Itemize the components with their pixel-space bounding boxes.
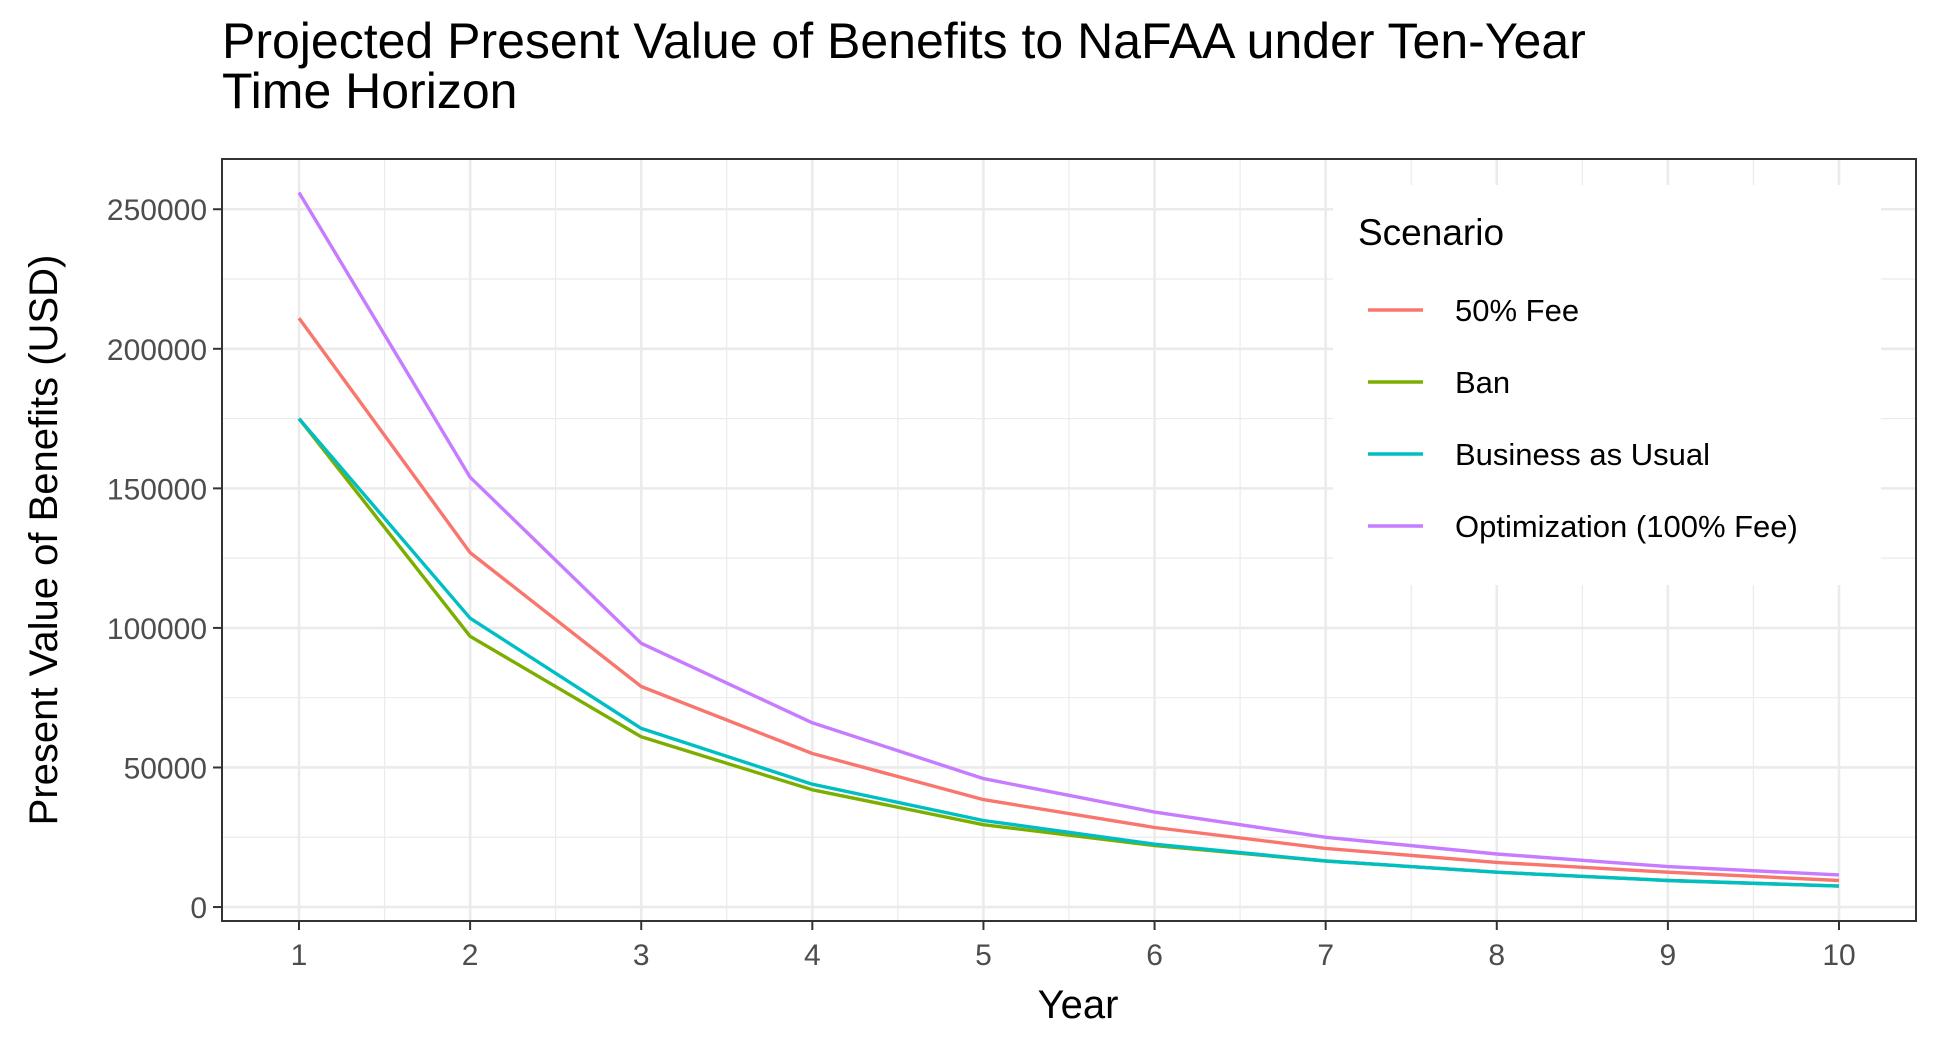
y-tick-label: 50000 bbox=[124, 752, 207, 785]
y-tick-label: 0 bbox=[190, 892, 207, 925]
y-axis-label: Present Value of Benefits (USD) bbox=[22, 255, 66, 826]
panel-border bbox=[221, 158, 1917, 922]
legend-box bbox=[1333, 185, 1881, 585]
legend: Scenario 50% Fee Ban Business as Usual Opti… bbox=[1333, 185, 1881, 585]
chart-title-line-1: Projected Present Value of Benefits to N… bbox=[222, 13, 1586, 69]
y-tick-label: 200000 bbox=[107, 334, 207, 367]
x-axis-label: Year bbox=[1038, 983, 1119, 1027]
x-tick-label: 4 bbox=[804, 939, 821, 972]
x-tick-label: 2 bbox=[462, 939, 479, 972]
x-tick-label: 6 bbox=[1146, 939, 1163, 972]
legend-label-3: Optimization (100% Fee) bbox=[1455, 509, 1798, 544]
y-tick-label: 100000 bbox=[107, 613, 207, 646]
y-tick-label: 150000 bbox=[107, 473, 207, 506]
x-tick-label: 10 bbox=[1822, 939, 1855, 972]
series-line-2 bbox=[297, 417, 1840, 888]
y-axis: 0 50000 100000 150000 200000 250000 bbox=[107, 194, 222, 925]
x-tick-label: 3 bbox=[633, 939, 650, 972]
legend-label-1: Ban bbox=[1455, 365, 1510, 400]
series-lines bbox=[297, 191, 1840, 888]
series-line-3 bbox=[297, 191, 1840, 877]
x-axis: 1 2 3 4 5 6 7 8 9 10 bbox=[291, 921, 1856, 972]
legend-label-0: 50% Fee bbox=[1455, 293, 1579, 328]
x-tick-label: 5 bbox=[975, 939, 992, 972]
x-tick-label: 8 bbox=[1488, 939, 1505, 972]
y-tick-label: 250000 bbox=[107, 194, 207, 227]
chart-title-line-2: Time Horizon bbox=[222, 63, 518, 119]
x-tick-label: 1 bbox=[291, 939, 308, 972]
legend-label-2: Business as Usual bbox=[1455, 437, 1710, 472]
x-tick-label: 9 bbox=[1660, 939, 1677, 972]
x-tick-label: 7 bbox=[1317, 939, 1334, 972]
series-line-0 bbox=[297, 317, 1840, 883]
legend-title: Scenario bbox=[1358, 212, 1504, 253]
